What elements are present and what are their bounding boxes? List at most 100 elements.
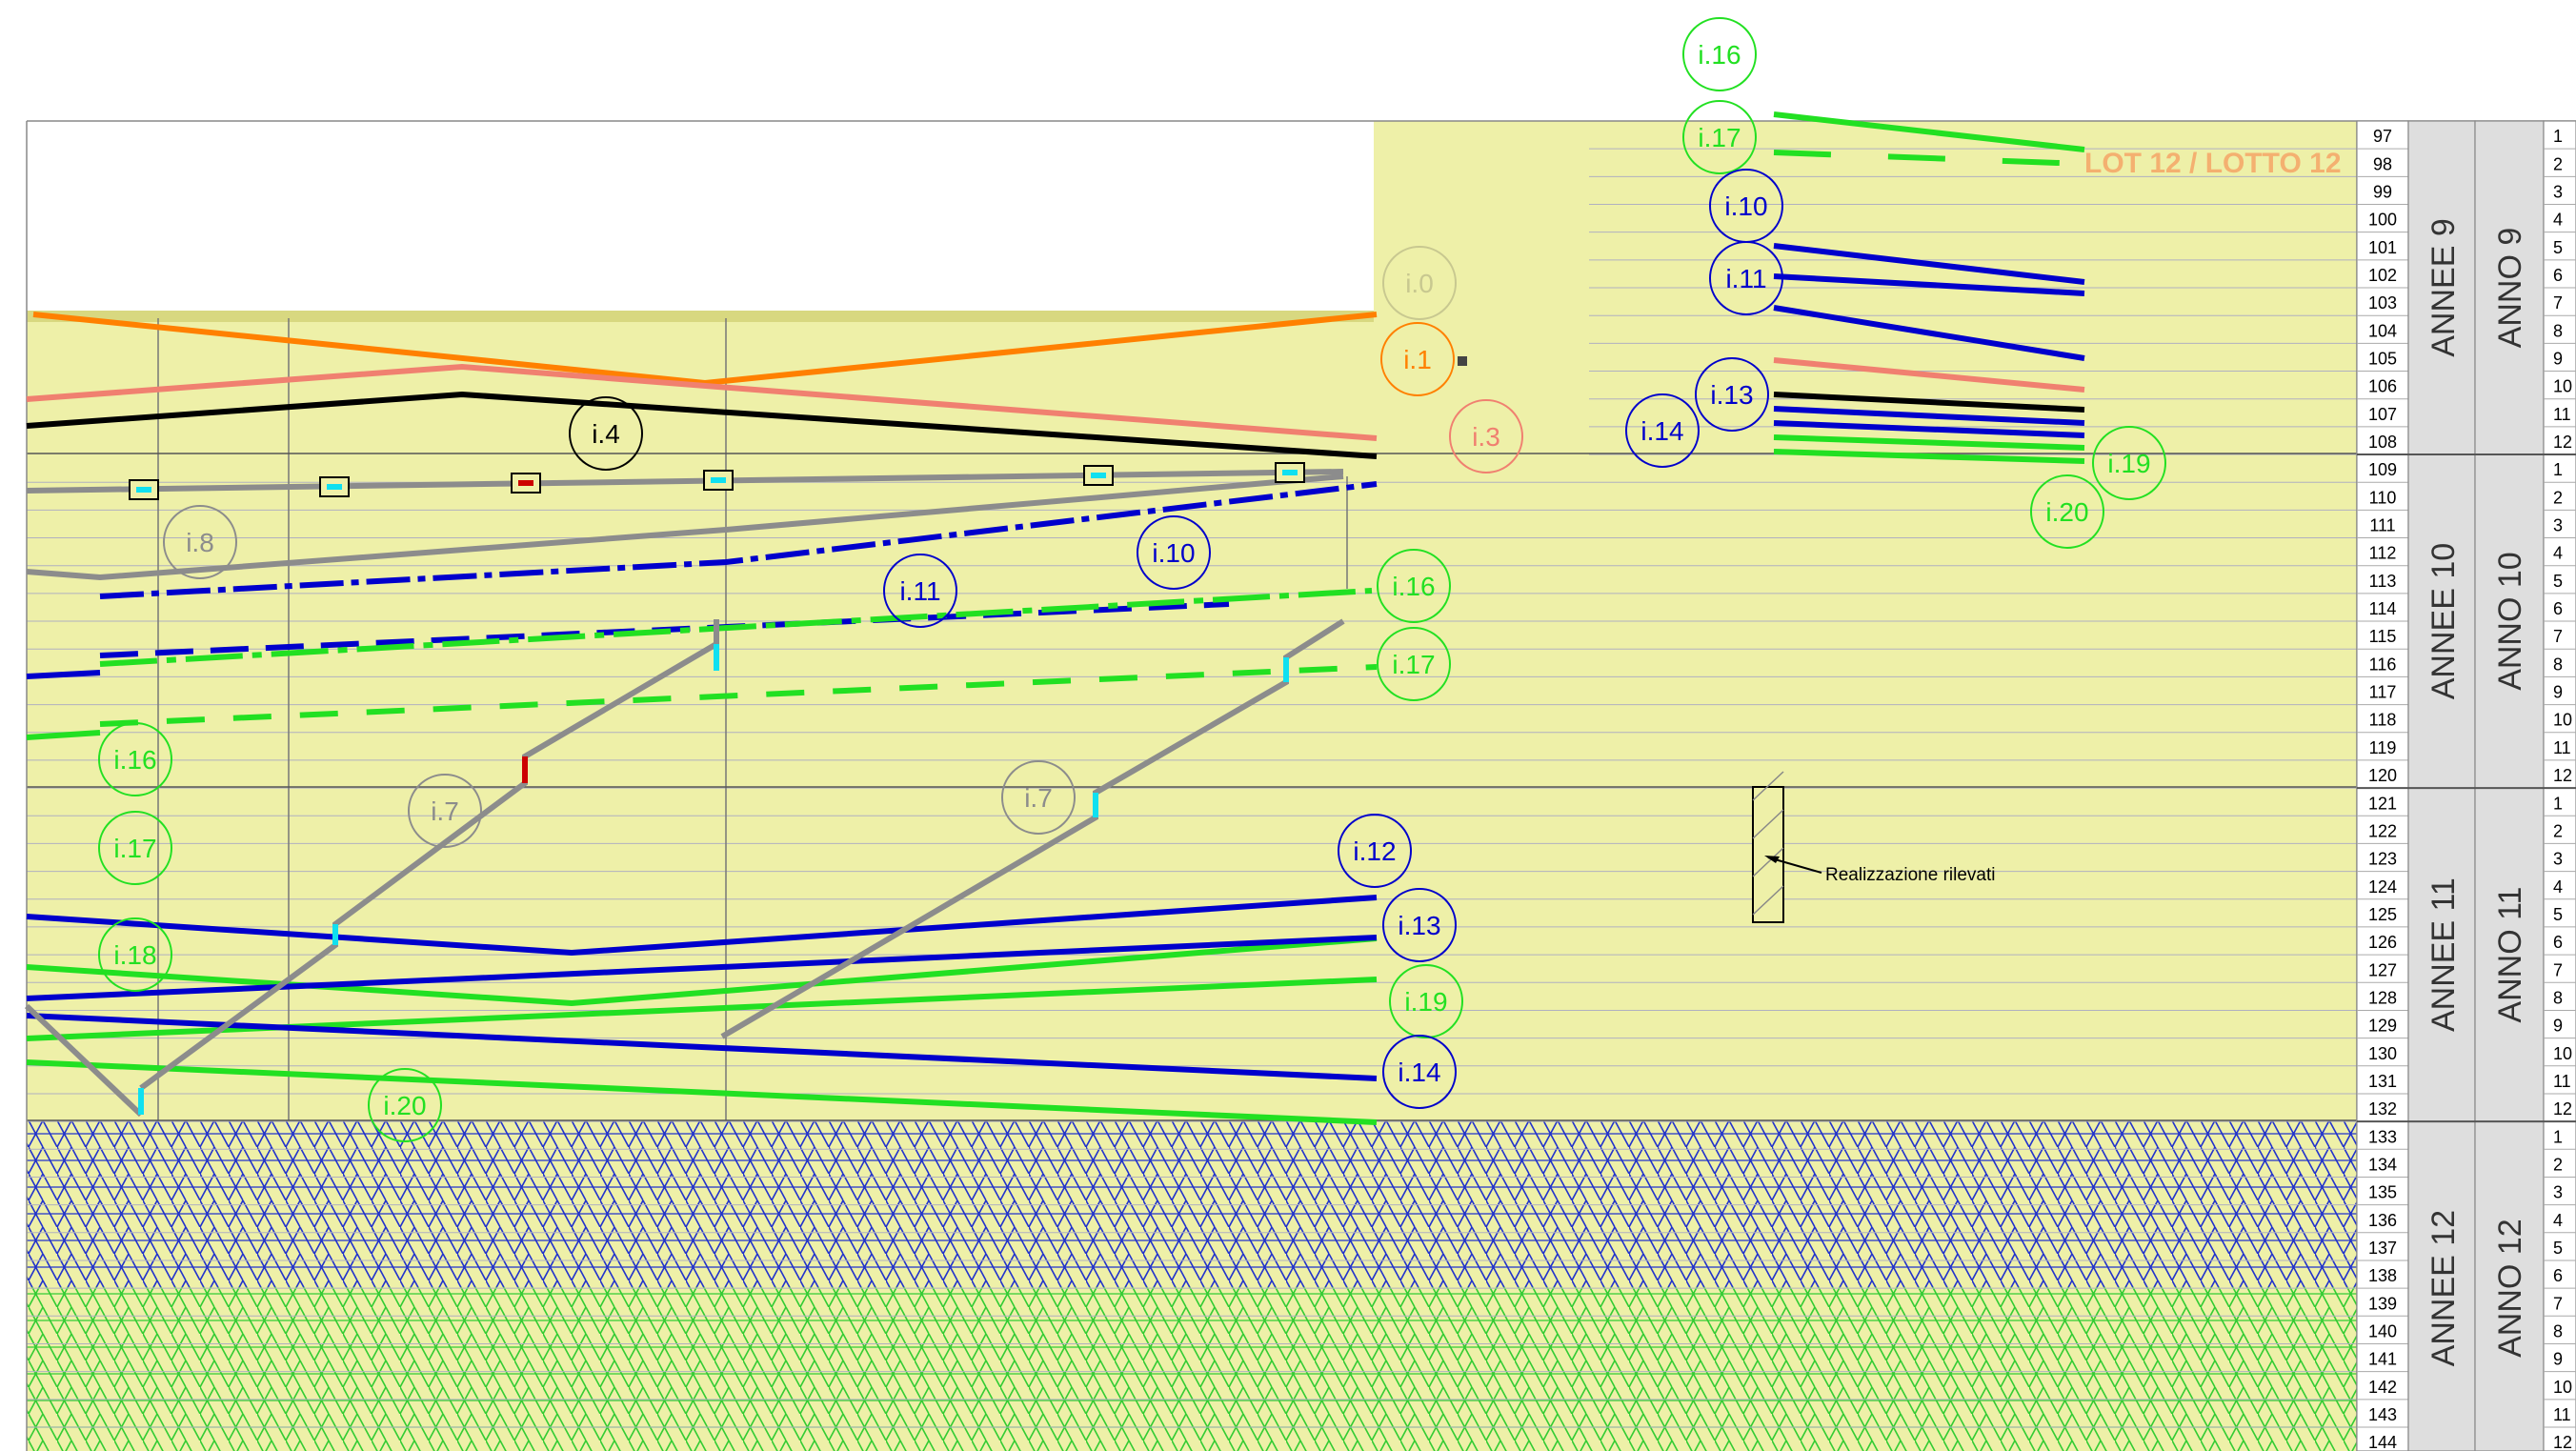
row-number: 107 xyxy=(2368,405,2397,424)
realizzazione-rilevati-legend: Realizzazione rilevati xyxy=(1752,771,1995,923)
row-number: 115 xyxy=(2369,627,2397,646)
row-number: 113 xyxy=(2369,572,2397,591)
i10-blue-dashdot-line xyxy=(99,481,1378,599)
label-i-19: i.19 xyxy=(2092,426,2166,500)
label-i-7: i.7 xyxy=(1001,760,1076,835)
label-i-16: i.16 xyxy=(98,722,172,796)
realizzazione-rilevati-text: Realizzazione rilevati xyxy=(1825,865,1995,885)
month-number: 4 xyxy=(2553,877,2563,897)
annee-label: ANNEE 9 xyxy=(2425,218,2462,357)
month-number: 7 xyxy=(2553,1294,2563,1313)
month-number: 4 xyxy=(2553,544,2563,563)
year-labels: ANNEE 9 ANNO 9 ANNEE 10 ANNO 10 ANNEE 11 ANNO… xyxy=(2357,218,2576,1366)
month-number: 1 xyxy=(2553,127,2563,146)
row-number: 129 xyxy=(2368,1017,2397,1036)
hatch-zone-green xyxy=(27,1287,2357,1451)
i8-markers xyxy=(129,462,1305,500)
row-number: 132 xyxy=(2368,1099,2397,1118)
svg-text:i.7: i.7 xyxy=(431,796,459,826)
label-i-10: i.10 xyxy=(1709,169,1783,243)
svg-text:i.4: i.4 xyxy=(592,419,620,449)
label-i-4: i.4 xyxy=(569,396,643,471)
i7-cyan-red-markers xyxy=(138,644,1289,1115)
row-number: 128 xyxy=(2368,988,2397,1007)
month-number: 3 xyxy=(2553,183,2563,202)
svg-text:i.17: i.17 xyxy=(1392,650,1435,679)
row-number: 131 xyxy=(2368,1072,2397,1091)
month-number: 7 xyxy=(2553,960,2563,979)
annee-label: ANNEE 12 xyxy=(2425,1210,2462,1366)
row-number: 120 xyxy=(2368,766,2397,785)
month-number: 9 xyxy=(2553,1017,2563,1036)
row-number: 136 xyxy=(2368,1211,2397,1230)
row-number: 130 xyxy=(2368,1044,2397,1063)
svg-text:i.10: i.10 xyxy=(1152,538,1195,568)
label-i-13: i.13 xyxy=(1382,888,1457,962)
year11-lines xyxy=(26,895,1378,1125)
row-number: 134 xyxy=(2368,1155,2397,1174)
month-number: 9 xyxy=(2553,683,2563,702)
label-i-16: i.16 xyxy=(1377,549,1451,623)
row-number: 137 xyxy=(2368,1239,2397,1258)
label-i-14: i.14 xyxy=(1382,1035,1457,1109)
month-number: 9 xyxy=(2553,1350,2563,1369)
label-i-14: i.14 xyxy=(1625,393,1700,468)
row-number: 144 xyxy=(2368,1433,2397,1451)
row-number-column: 97 98 99 100 101 102 103 104 105 106 107 108 109 110 1… xyxy=(2356,120,2409,1451)
month-number: 3 xyxy=(2553,850,2563,869)
row-number: 139 xyxy=(2368,1294,2397,1313)
svg-text:i.8: i.8 xyxy=(186,528,214,557)
row-number: 110 xyxy=(2369,488,2397,507)
label-i-7: i.7 xyxy=(408,774,482,848)
i3-salmon-line xyxy=(26,363,1378,441)
svg-text:i.0: i.0 xyxy=(1405,269,1434,298)
i16-green-dashdot-line xyxy=(99,588,1373,667)
svg-text:i.10: i.10 xyxy=(1724,191,1767,221)
row-number: 103 xyxy=(2368,293,2397,312)
row-number: 118 xyxy=(2369,711,2397,730)
month-number: 9 xyxy=(2553,350,2563,369)
label-i-20: i.20 xyxy=(2030,474,2104,549)
row-number: 109 xyxy=(2368,460,2397,479)
month-number: 10 xyxy=(2553,1378,2572,1397)
row-number: 123 xyxy=(2368,850,2397,869)
svg-text:i.17: i.17 xyxy=(1698,123,1741,152)
svg-text:i.11: i.11 xyxy=(1725,264,1766,293)
row-number: 106 xyxy=(2368,377,2397,396)
month-number: 5 xyxy=(2553,905,2563,924)
month-number: 8 xyxy=(2553,321,2563,340)
month-number: 2 xyxy=(2553,488,2563,507)
label-i-12: i.12 xyxy=(1338,814,1412,888)
row-number: 119 xyxy=(2369,738,2397,757)
row-number: 111 xyxy=(2369,516,2395,535)
row-number: 98 xyxy=(2373,154,2392,173)
row-number: 114 xyxy=(2369,599,2397,618)
svg-text:i.14: i.14 xyxy=(1640,416,1683,446)
svg-text:i.18: i.18 xyxy=(113,940,156,970)
label-i-0: i.0 xyxy=(1382,246,1457,320)
i17-green-dashed-line xyxy=(26,664,1378,740)
label-i-19: i.19 xyxy=(1389,964,1463,1038)
label-i-1: i.1 xyxy=(1380,322,1455,396)
month-number: 12 xyxy=(2553,766,2572,785)
month-number: 8 xyxy=(2553,1321,2563,1340)
month-number: 10 xyxy=(2553,1044,2572,1063)
label-i-17: i.17 xyxy=(1682,100,1757,174)
label-i-13: i.13 xyxy=(1695,357,1769,432)
month-number: 8 xyxy=(2553,988,2563,1007)
svg-text:i.19: i.19 xyxy=(1404,987,1447,1017)
svg-text:i.17: i.17 xyxy=(113,834,156,863)
month-number: 5 xyxy=(2553,238,2563,257)
annee-column xyxy=(2407,120,2476,1451)
circle-labels: i.0 i.1 i.3 i.4 i.8 i.10 i.11 i.16 i.17 i.16 i.17 i… xyxy=(98,17,2166,1142)
row-number: 125 xyxy=(2368,905,2397,924)
row-number: 97 xyxy=(2373,127,2392,146)
row-number: 122 xyxy=(2368,821,2397,840)
svg-text:i.1: i.1 xyxy=(1403,345,1432,374)
svg-text:i.3: i.3 xyxy=(1472,422,1500,452)
month-number: 4 xyxy=(2553,211,2563,230)
svg-text:i.20: i.20 xyxy=(2045,497,2088,527)
row-number: 100 xyxy=(2368,211,2397,230)
row-number: 112 xyxy=(2369,544,2397,563)
